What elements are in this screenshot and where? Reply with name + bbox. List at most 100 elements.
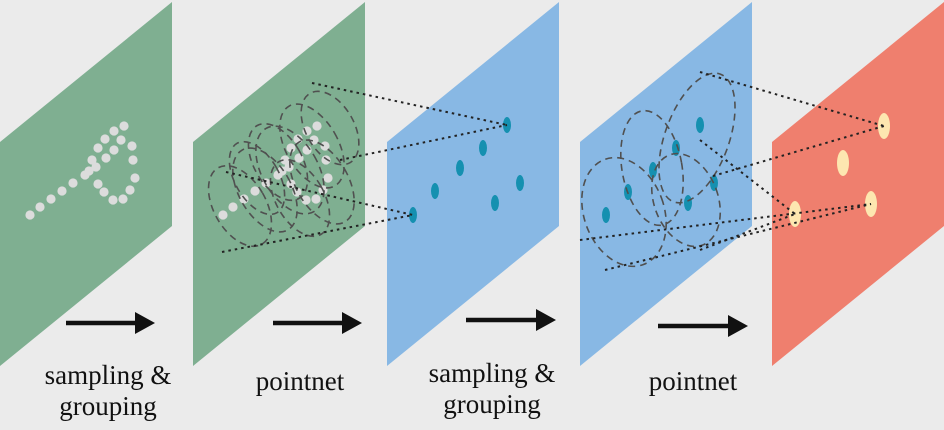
input-point — [108, 195, 118, 205]
output-point — [878, 113, 890, 139]
grouping-circle — [232, 147, 298, 233]
input-point — [35, 202, 45, 212]
input-point — [218, 210, 228, 220]
input-point — [312, 121, 322, 131]
step-3-line-2: grouping — [443, 389, 541, 419]
input-point — [91, 162, 101, 172]
feature-point — [602, 207, 610, 223]
feature-point — [491, 195, 499, 211]
step-arrows — [66, 309, 748, 337]
feature-point — [696, 117, 704, 133]
grouping-circle — [247, 122, 309, 202]
projection-line — [339, 124, 508, 161]
input-point — [301, 195, 311, 205]
feature-point — [479, 140, 487, 156]
feature-point — [456, 160, 464, 176]
step-label-2: pointnet — [210, 366, 390, 397]
input-point — [286, 143, 296, 153]
plane-4-group — [580, 2, 752, 366]
grouping-circle — [269, 158, 331, 238]
input-point — [127, 141, 137, 151]
step-label-1: sampling & grouping — [18, 360, 198, 422]
input-point — [294, 153, 304, 163]
plane-3-group — [387, 2, 559, 366]
input-point — [119, 121, 129, 131]
grouping-circle — [279, 103, 345, 189]
projection-lines — [221, 71, 885, 271]
grouping-circle — [289, 139, 355, 225]
feature-point — [672, 140, 680, 156]
arrow-head — [135, 312, 155, 334]
grouping-circle — [650, 152, 722, 248]
arrow-head — [728, 315, 748, 337]
input-point — [116, 135, 126, 145]
input-point — [93, 179, 103, 189]
projection-line — [311, 82, 508, 126]
feature-point — [431, 183, 439, 199]
input-point — [99, 187, 109, 197]
input-point — [323, 173, 333, 183]
grouping-circles — [207, 90, 360, 248]
plane-1-group — [0, 2, 172, 366]
feature-point — [409, 207, 417, 223]
input-point — [101, 153, 111, 163]
input-point — [100, 134, 110, 144]
input-point — [57, 186, 67, 196]
step-2-line-1: pointnet — [255, 366, 345, 396]
step-1-line-1: sampling & — [44, 360, 172, 390]
feature-point — [684, 195, 692, 211]
step-1-line-2: grouping — [59, 391, 157, 421]
input-point — [286, 179, 296, 189]
input-point — [84, 166, 94, 176]
feature-point — [649, 162, 657, 178]
step-3-line-1: sampling & — [428, 358, 556, 388]
grouping-circle — [619, 109, 685, 227]
input-point — [93, 143, 103, 153]
input-point — [109, 145, 119, 155]
input-point — [118, 194, 128, 204]
input-point — [321, 155, 331, 165]
step-4-line-1: pointnet — [648, 366, 738, 396]
input-point — [46, 194, 56, 204]
grouping-circle — [255, 125, 325, 215]
input-point — [284, 162, 294, 172]
input-point-cloud — [25, 121, 140, 220]
input-point — [87, 155, 97, 165]
grouping-circle — [581, 156, 667, 268]
output-point — [837, 150, 849, 176]
feature-plane-1 — [387, 2, 559, 366]
step-label-4: pointnet — [603, 366, 783, 397]
input-point — [309, 135, 319, 145]
step-label-3: sampling & grouping — [402, 358, 582, 420]
projection-line — [699, 213, 796, 251]
input-point — [109, 126, 119, 136]
arrow-head — [342, 312, 362, 334]
input-point — [311, 194, 321, 204]
input-point — [130, 173, 140, 183]
input-point — [228, 202, 238, 212]
grouping-circle — [228, 140, 286, 216]
input-point — [68, 178, 78, 188]
input-point — [125, 185, 135, 195]
projection-line — [604, 203, 872, 271]
input-point — [280, 155, 290, 165]
input-point — [128, 155, 138, 165]
plane-2-group — [193, 2, 365, 366]
input-point — [302, 145, 312, 155]
grouping-circle — [300, 90, 360, 166]
projection-line — [699, 139, 796, 215]
input-point — [320, 141, 330, 151]
arrow-head — [536, 309, 556, 331]
input-point — [277, 166, 287, 176]
feature-plane-2 — [580, 2, 752, 366]
feature-point — [516, 175, 524, 191]
output-plane — [772, 2, 944, 366]
plane-5-group — [772, 2, 944, 366]
grouping-circle — [207, 164, 273, 248]
input-point — [250, 186, 260, 196]
input-point — [25, 210, 35, 220]
input-plane — [0, 2, 172, 366]
feature-points-1 — [409, 117, 524, 223]
